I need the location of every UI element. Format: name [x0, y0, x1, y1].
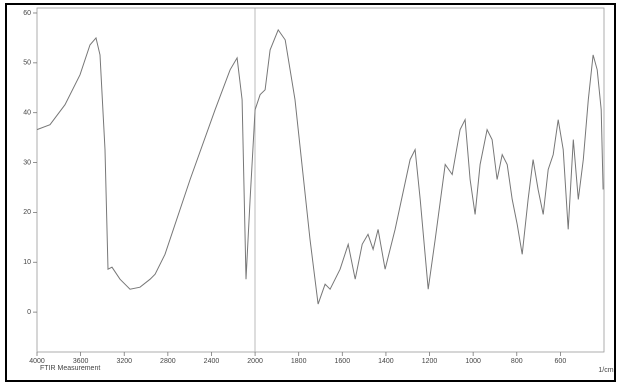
x-tick-label: 600 [555, 358, 567, 365]
y-tick-label: 20 [23, 209, 31, 216]
plot-area [36, 7, 605, 353]
frame [5, 3, 616, 382]
x-tick-label: 2000 [247, 358, 263, 365]
y-tick-label: 60 [23, 10, 31, 17]
x-tick-label: 800 [511, 358, 523, 365]
y-tick-label: 40 [23, 110, 31, 117]
x-tick-label: 1000 [465, 358, 481, 365]
y-tick-label: 10 [23, 259, 31, 266]
x-tick-label: 2800 [160, 358, 176, 365]
x-tick-label: 1800 [291, 358, 307, 365]
spectrum-line [36, 28, 604, 305]
caption: FTIR Measurement [40, 365, 100, 372]
x-tick-label: 1200 [422, 358, 438, 365]
x-tick-label: 3200 [116, 358, 132, 365]
y-tick-label: 30 [23, 159, 31, 166]
y-tick-label: 50 [23, 60, 31, 67]
y-tick-label: 0 [27, 309, 31, 316]
x-tick-label: 2400 [204, 358, 220, 365]
x-axis-label: 1/cm [598, 367, 613, 374]
x-tick-label: 3600 [73, 358, 89, 365]
x-tick-label: 1400 [378, 358, 394, 365]
x-tick-label: 4000 [29, 358, 45, 365]
x-tick-label: 1600 [335, 358, 351, 365]
